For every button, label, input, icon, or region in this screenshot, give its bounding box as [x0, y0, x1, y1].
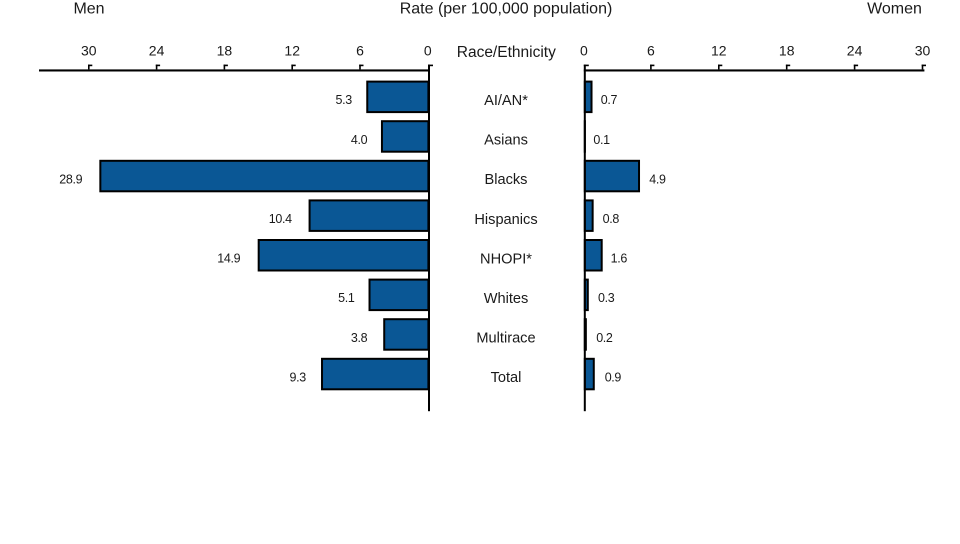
svg-text:5.1: 5.1	[338, 291, 355, 305]
svg-text:0.1: 0.1	[593, 133, 610, 147]
svg-text:4.0: 4.0	[351, 133, 368, 147]
svg-text:3.8: 3.8	[351, 331, 368, 345]
svg-text:Whites: Whites	[484, 291, 529, 307]
svg-text:0: 0	[580, 43, 588, 59]
svg-text:0.8: 0.8	[603, 212, 620, 226]
svg-text:AI/AN*: AI/AN*	[484, 93, 528, 109]
svg-text:0: 0	[424, 43, 432, 59]
svg-text:Women: Women	[867, 0, 922, 17]
svg-text:Total: Total	[491, 370, 522, 386]
svg-text:5.3: 5.3	[335, 93, 352, 107]
svg-text:Asians: Asians	[484, 133, 528, 149]
svg-text:18: 18	[779, 43, 795, 59]
svg-text:6: 6	[647, 43, 655, 59]
svg-text:9.3: 9.3	[289, 370, 306, 384]
svg-text:30: 30	[915, 43, 931, 59]
svg-text:28.9: 28.9	[59, 172, 82, 186]
svg-text:12: 12	[711, 43, 727, 59]
svg-text:1.6: 1.6	[611, 252, 628, 266]
svg-text:Blacks: Blacks	[485, 172, 528, 188]
svg-text:Men: Men	[73, 0, 104, 17]
svg-text:0.2: 0.2	[596, 331, 613, 345]
svg-text:10.4: 10.4	[269, 212, 292, 226]
svg-text:12: 12	[284, 43, 300, 59]
svg-text:0.3: 0.3	[598, 291, 615, 305]
svg-text:24: 24	[149, 43, 165, 59]
svg-text:14.9: 14.9	[217, 252, 240, 266]
svg-text:NHOPI*: NHOPI*	[480, 251, 532, 267]
svg-text:Race/Ethnicity: Race/Ethnicity	[457, 44, 556, 61]
svg-text:30: 30	[81, 43, 97, 59]
svg-text:4.9: 4.9	[649, 172, 666, 186]
svg-text:0.7: 0.7	[601, 93, 618, 107]
svg-text:6: 6	[356, 43, 364, 59]
svg-text:Rate (per 100,000 population): Rate (per 100,000 population)	[400, 0, 613, 17]
svg-text:Multirace: Multirace	[476, 331, 535, 347]
svg-text:18: 18	[217, 43, 233, 59]
svg-text:Hispanics: Hispanics	[474, 212, 537, 228]
svg-text:24: 24	[847, 43, 863, 59]
svg-text:0.9: 0.9	[605, 370, 622, 384]
